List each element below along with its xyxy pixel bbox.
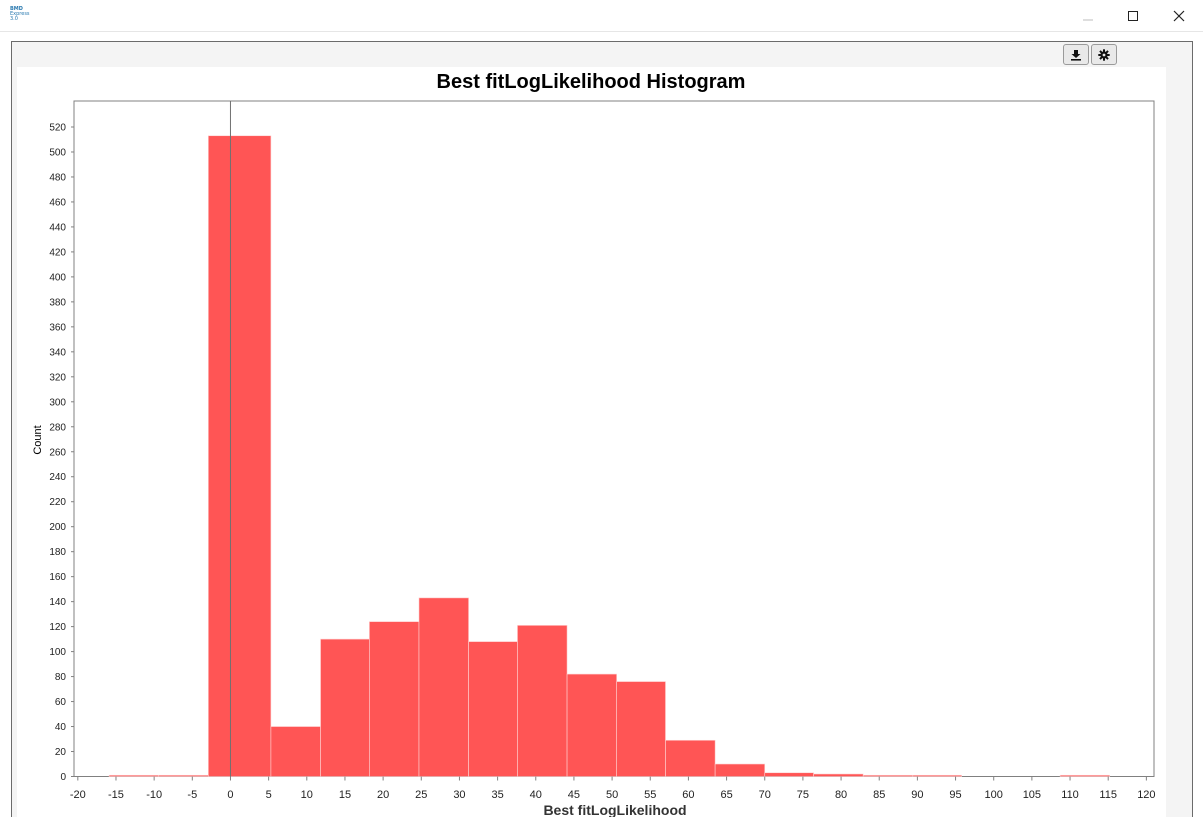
histogram-bar-11 [665,739,716,777]
maximize-icon [1128,10,1138,21]
y-tick-label: 100 [49,647,66,658]
x-tick-label: 65 [720,789,732,801]
y-tick-label: 240 [49,472,66,483]
y-tick-label: 500 [49,147,66,158]
x-axis: -20 -15 -10 -5 0 5 10 15 20 25 30 35 40 45 50 55 60 65 70 7… [70,776,1156,801]
x-tick-label: 95 [949,789,961,801]
x-tick-label: 100 [985,789,1003,801]
histogram-bar-15 [862,774,914,777]
histogram-bar-16 [912,774,962,777]
histogram-bar-3 [270,726,321,777]
histogram-bars [108,135,1111,777]
histogram-bar-1 [158,774,209,777]
y-tick-label: 120 [49,622,66,633]
minimize-icon [1083,19,1093,20]
histogram-bar-13 [764,772,814,777]
x-tick-label: 45 [568,789,580,801]
y-tick-label: 300 [49,397,66,408]
x-tick-label: -10 [146,789,162,801]
x-tick-label: 15 [339,789,351,801]
window-titlebar: BMD Express 3.0 [0,0,1203,31]
x-tick-label: 40 [530,789,542,801]
histogram-bar-4 [320,638,370,777]
y-tick-label: 320 [49,372,66,383]
y-tick-label: 420 [49,247,66,258]
histogram-bar-0 [108,774,160,777]
x-tick-label: 20 [377,789,389,801]
histogram-bar-10 [616,681,666,777]
y-tick-label: 480 [49,172,66,183]
y-tick-label: 340 [49,347,66,358]
x-tick-label: 60 [682,789,694,801]
y-tick-label: 260 [49,447,66,458]
x-tick-label: 85 [873,789,885,801]
maximize-button[interactable] [1110,0,1156,31]
histogram-bar-9 [566,673,617,777]
gear-icon [1098,48,1110,61]
histogram-bar-5 [369,621,420,777]
app-icon-text-2: Express [10,11,30,17]
bmd-express-app-icon: BMD Express 3.0 [10,6,30,23]
y-tick-label: 460 [49,197,66,208]
x-tick-label: 35 [491,789,503,801]
y-tick-label: 20 [55,747,67,758]
x-tick-label: 120 [1137,789,1155,801]
y-tick-label: 160 [49,572,66,583]
y-tick-label: 180 [49,547,66,558]
x-tick-label: -15 [108,789,124,801]
y-tick-label: 440 [49,222,66,233]
x-tick-label: 70 [759,789,771,801]
histogram-bar-14 [813,773,864,777]
x-tick-label: 0 [227,789,233,801]
y-tick-label: 0 [60,772,66,783]
x-axis-label: Best fitLogLikelihood [543,802,686,817]
x-tick-label: 55 [644,789,656,801]
app-icon-text-1: BMD [10,6,23,12]
minimize-button[interactable] [1065,0,1111,31]
x-tick-label: 115 [1099,789,1117,801]
histogram-bar-17 [1059,774,1111,777]
x-tick-label: 10 [301,789,313,801]
titlebar-divider [0,31,1203,32]
chart-title: Best fitLogLikelihood Histogram [437,71,746,93]
y-tick-label: 220 [49,497,66,508]
x-tick-label: -5 [187,789,197,801]
x-tick-label: 5 [266,789,272,801]
x-tick-label: 105 [1023,789,1041,801]
y-axis-label: Count [32,425,44,454]
y-tick-label: 380 [49,297,66,308]
y-tick-label: 40 [55,722,67,733]
x-tick-label: 90 [911,789,923,801]
y-tick-label: 80 [55,672,67,683]
x-tick-label: 30 [453,789,465,801]
y-axis: 0 20 40 60 80 100 120 140 160 180 200 220 240 260 280 3… [49,123,74,783]
x-tick-label: 75 [797,789,809,801]
histogram-bar-12 [714,763,766,777]
x-tick-label: -20 [70,789,86,801]
y-tick-label: 520 [49,123,66,134]
histogram-bar-6 [418,597,469,777]
y-tick-label: 140 [49,597,66,608]
x-tick-label: 25 [415,789,427,801]
download-button[interactable] [1063,44,1089,65]
download-icon [1071,49,1081,61]
x-tick-label: 110 [1061,789,1079,801]
y-tick-label: 60 [55,697,67,708]
histogram-bar-8 [517,625,568,777]
x-tick-label: 80 [835,789,847,801]
histogram-bar-7 [468,641,518,777]
y-tick-label: 200 [49,522,66,533]
x-tick-label: 50 [606,789,618,801]
close-icon [1173,10,1185,21]
close-button[interactable] [1156,0,1202,31]
y-tick-label: 280 [49,422,66,433]
y-tick-label: 400 [49,272,66,283]
settings-button[interactable] [1091,44,1117,65]
y-tick-label: 360 [49,322,66,333]
app-icon-text-3: 3.0 [10,16,18,22]
histogram-bar-2 [208,135,272,777]
